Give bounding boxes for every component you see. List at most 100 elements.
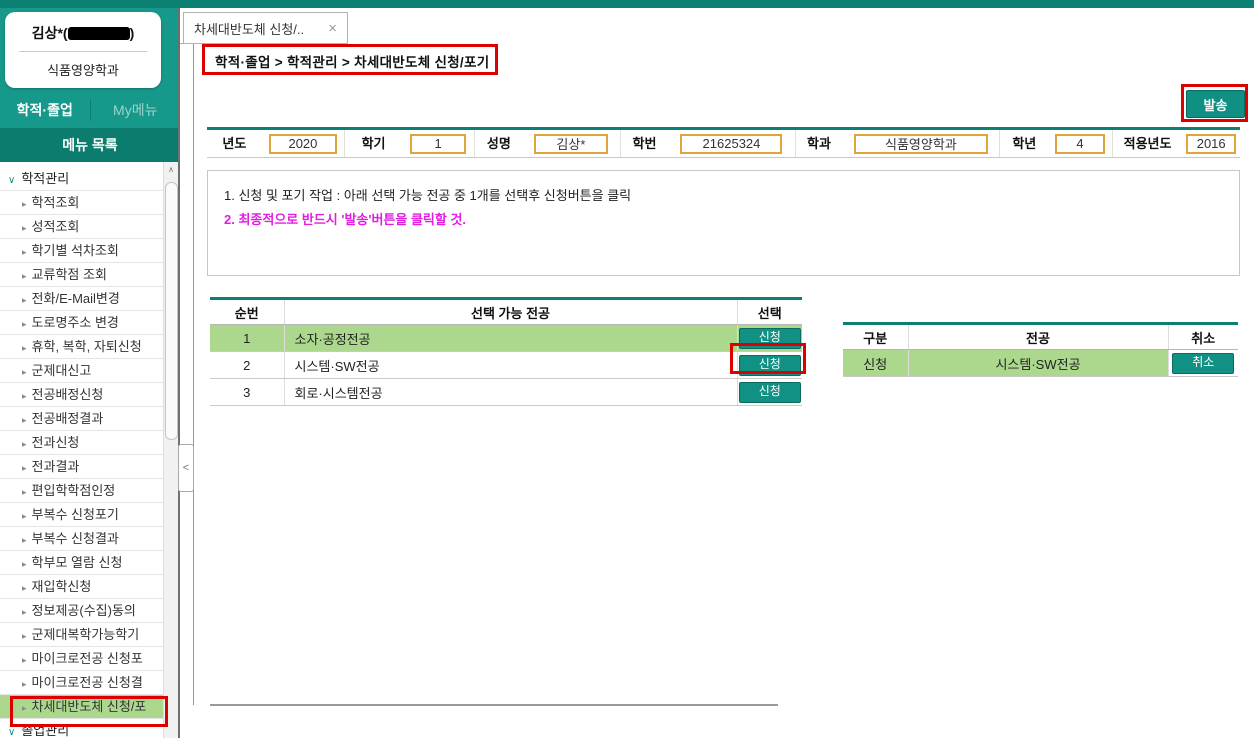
applied-year-field[interactable] <box>1186 133 1237 154</box>
content-tab[interactable]: 차세대반도체 신청/.. × <box>183 12 348 44</box>
sidebar-menu-item[interactable]: ▸ 전과신청 <box>0 431 163 455</box>
sidebar-menu-item[interactable]: ▸ 학적조회 <box>0 191 163 215</box>
year-field[interactable] <box>268 133 337 154</box>
chevron-right-icon: ▸ <box>22 319 27 329</box>
sidebar-menu-item-label: 전과신청 <box>31 435 80 450</box>
sidebar-top: 김상*() 식품영양학과 학적·졸업 My메뉴 <box>0 8 180 128</box>
sidebar-menu-item-label: 마이크로전공 신청포 <box>31 651 143 666</box>
sidebar-collapse-handle[interactable]: < <box>178 444 194 492</box>
sidebar-menu-item[interactable]: ▸ 편입학학점인정 <box>0 479 163 503</box>
col-header-select: 선택 <box>736 300 802 325</box>
semester-label: 학기 <box>344 130 402 157</box>
instructions-box: 1. 신청 및 포기 작업 : 아래 선택 가능 전공 중 1개를 선택후 신청… <box>207 170 1240 276</box>
sidebar-menu-item-label: 정보제공(수집)동의 <box>31 603 136 618</box>
student-id-label: 학번 <box>619 130 669 157</box>
chevron-right-icon: ▸ <box>22 343 27 353</box>
sidebar-menu-item[interactable]: ▸ 성적조회 <box>0 215 163 239</box>
row-major: 시스템·SW전공 <box>283 351 737 379</box>
sidebar-menu-item[interactable]: ▸ 재입학신청 <box>0 575 163 599</box>
table-row: 3 회로·시스템전공 신청 <box>210 378 802 406</box>
chevron-right-icon: ▸ <box>22 415 27 425</box>
student-id-field[interactable] <box>680 133 783 154</box>
sidebar-menu-item-label: 재입학신청 <box>31 579 92 594</box>
apply-button-3[interactable]: 신청 <box>738 381 801 403</box>
sidebar-menu-item-label: 전화/E-Mail변경 <box>31 291 120 306</box>
name-field[interactable] <box>533 133 608 154</box>
chevron-right-icon: ▸ <box>22 271 27 281</box>
sidebar-menu-item[interactable]: ▸ 전과결과 <box>0 455 163 479</box>
sidebar-menu-item[interactable]: ▸ 학부모 열람 신청 <box>0 551 163 575</box>
chevron-right-icon: ▸ <box>22 439 27 449</box>
scrollbar-thumb[interactable] <box>165 182 178 440</box>
col-header-type: 구분 <box>843 325 908 350</box>
send-button[interactable]: 발송 <box>1186 90 1245 118</box>
chevron-right-icon: ▸ <box>22 367 27 377</box>
row-num: 3 <box>210 378 284 406</box>
chevron-right-icon: ▸ <box>22 247 27 257</box>
sidebar-menu-item[interactable]: ▸ 학기별 석차조회 <box>0 239 163 263</box>
sidebar-menu-item[interactable]: ▸ 차세대반도체 신청/포 <box>0 695 163 719</box>
chevron-right-icon: ▸ <box>22 295 27 305</box>
sidebar-menu-item[interactable]: ▸ 휴학, 복학, 자퇴신청 <box>0 335 163 359</box>
chevron-right-icon: ▸ <box>22 463 27 473</box>
chevron-left-icon: < <box>182 462 190 474</box>
user-name-suffix: ) <box>129 25 135 41</box>
sidebar-menu-item[interactable]: ▸ 군제대신고 <box>0 359 163 383</box>
chevron-right-icon: ▸ <box>22 703 27 713</box>
sidebar-menu-item-label: 부복수 신청결과 <box>31 531 119 546</box>
sidebar-tab-divider <box>89 99 91 121</box>
sidebar-menu-item[interactable]: ▸ 부복수 신청포기 <box>0 503 163 527</box>
chevron-right-icon: ▸ <box>22 535 27 545</box>
sidebar-menu-item-label: 전과결과 <box>31 459 80 474</box>
sidebar-menu-item[interactable]: ▸ 전공배정결과 <box>0 407 163 431</box>
sidebar-menu-item-label: 차세대반도체 신청/포 <box>31 699 147 714</box>
sidebar-menu-item-label: 학기별 석차조회 <box>31 243 119 258</box>
chevron-down-icon: ∨ <box>8 727 16 738</box>
applied-major-table: 구분 전공 취소 신청 시스템·SW전공 취소 <box>843 322 1238 377</box>
content-frame-bottom-border <box>210 704 778 706</box>
sidebar-menu-item[interactable]: ∨ 학적관리 <box>0 167 163 191</box>
row-major: 소자·공정전공 <box>283 324 737 352</box>
sidebar-menu-item[interactable]: ▸ 마이크로전공 신청포 <box>0 647 163 671</box>
chevron-right-icon: ▸ <box>22 559 27 569</box>
chevron-right-icon: ▸ <box>22 487 27 497</box>
sidebar-scrollbar[interactable]: ∧ <box>163 162 178 738</box>
sidebar-menu-item[interactable]: ▸ 마이크로전공 신청결 <box>0 671 163 695</box>
row-major: 회로·시스템전공 <box>283 378 737 406</box>
tabbar-line <box>180 43 184 44</box>
sidebar-tab-mymenu[interactable]: My메뉴 <box>113 102 158 118</box>
sidebar-menu-item[interactable]: ▸ 교류학점 조회 <box>0 263 163 287</box>
close-icon[interactable]: × <box>328 19 337 37</box>
grade-field[interactable] <box>1054 133 1105 154</box>
sidebar-menu-item[interactable]: ▸ 도로명주소 변경 <box>0 311 163 335</box>
sidebar-menu-item[interactable]: ▸ 전공배정신청 <box>0 383 163 407</box>
chevron-right-icon: ▸ <box>22 583 27 593</box>
applied-year-label: 적용년도 <box>1111 130 1183 157</box>
sidebar-menu-item[interactable]: ▸ 정보제공(수집)동의 <box>0 599 163 623</box>
instruction-line-2: 2. 최종적으로 반드시 '발송'버튼을 클릭할 것. <box>224 212 467 227</box>
scrollbar-up-icon[interactable]: ∧ <box>168 165 174 174</box>
department-field[interactable] <box>853 133 988 154</box>
semester-field[interactable] <box>410 133 467 154</box>
col-header-cancel: 취소 <box>1167 325 1238 350</box>
cancel-button[interactable]: 취소 <box>1172 352 1235 374</box>
chevron-right-icon: ▸ <box>22 679 27 689</box>
sidebar-tab-haksa[interactable]: 학적·졸업 <box>16 102 73 118</box>
name-label: 성명 <box>474 130 522 157</box>
chevron-right-icon: ▸ <box>22 391 27 401</box>
sidebar-menu-item[interactable]: ▸ 군제대복학가능학기 <box>0 623 163 647</box>
top-accent-bar <box>0 0 1254 8</box>
sidebar-menu-item[interactable]: ∨ 졸업관리 <box>0 719 163 738</box>
sidebar-menu-item[interactable]: ▸ 부복수 신청결과 <box>0 527 163 551</box>
department-label: 학과 <box>794 130 843 157</box>
row-type: 신청 <box>843 349 908 377</box>
apply-button-2[interactable]: 신청 <box>738 354 801 376</box>
sidebar-tabs: 학적·졸업 My메뉴 <box>0 92 180 128</box>
available-majors-table: 순번 선택 가능 전공 선택 1 소자·공정전공 신청 2 시스템·SW전공 신… <box>210 297 802 406</box>
sidebar-menu-item[interactable]: ▸ 전화/E-Mail변경 <box>0 287 163 311</box>
sidebar-menu-item-label: 학적관리 <box>21 171 70 186</box>
table-row: 1 소자·공정전공 신청 <box>210 324 802 352</box>
chevron-right-icon: ▸ <box>22 655 27 665</box>
apply-button-1[interactable]: 신청 <box>738 327 801 349</box>
